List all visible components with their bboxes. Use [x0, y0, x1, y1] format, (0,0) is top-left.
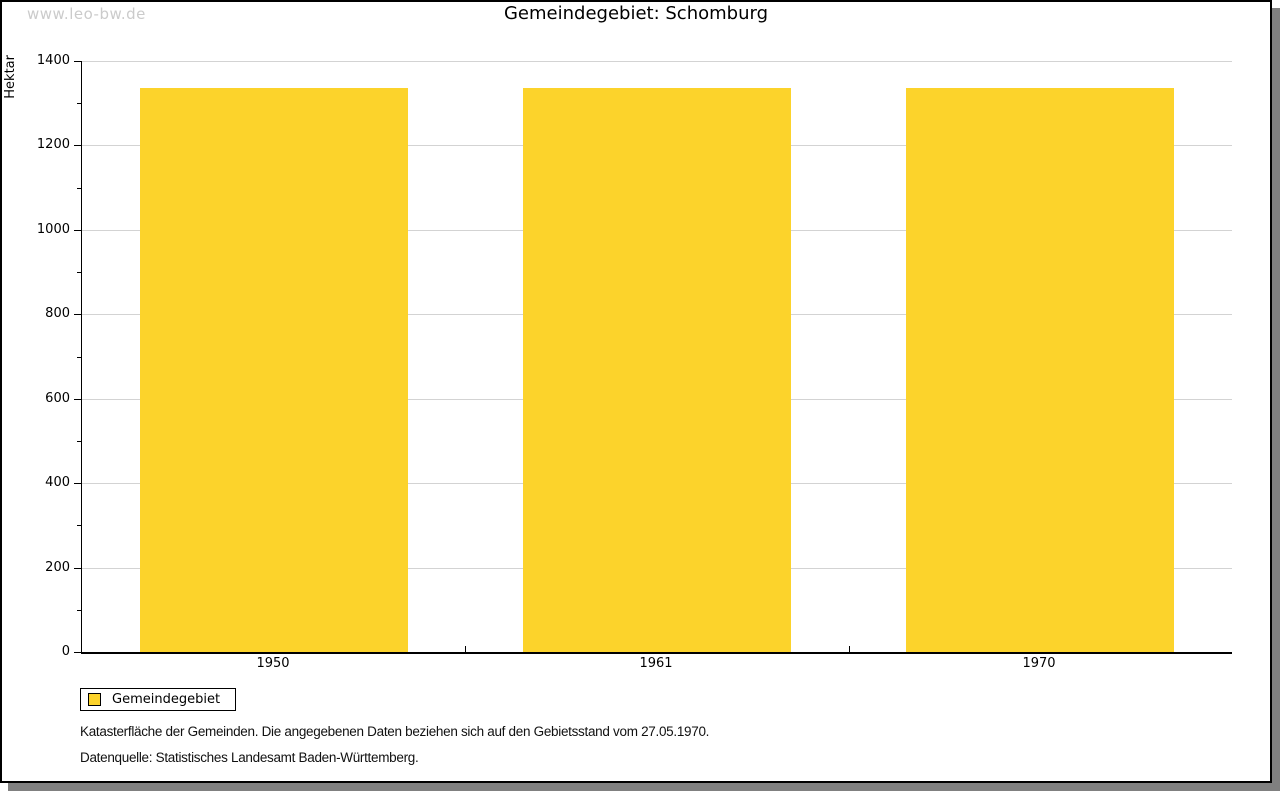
- chart-title: Gemeindegebiet: Schomburg: [503, 3, 768, 24]
- y-minor-tick-700: [77, 357, 81, 358]
- y-minor-tick-500: [77, 441, 81, 442]
- window-shadow-right: [1272, 8, 1280, 791]
- y-major-tick-800: [74, 314, 81, 315]
- gridline-1400: [82, 61, 1232, 62]
- y-minor-tick-100: [77, 610, 81, 611]
- bar-1970: [906, 88, 1174, 652]
- y-major-tick-400: [74, 483, 81, 484]
- footnote-line1: Katasterfläche der Gemeinden. Die angege…: [80, 724, 710, 739]
- legend-label: Gemeindegebiet: [112, 692, 221, 707]
- y-major-tick-600: [74, 399, 81, 400]
- legend: Gemeindegebiet: [80, 688, 237, 711]
- y-major-tick-1400: [74, 61, 81, 62]
- x-axis-label-1970: 1970: [1022, 656, 1056, 671]
- y-minor-tick-1300: [77, 103, 81, 104]
- y-major-tick-0: [74, 652, 81, 653]
- y-axis-title: Hektar: [3, 55, 18, 99]
- y-minor-tick-1100: [77, 188, 81, 189]
- y-axis-label-1000: 1000: [36, 222, 70, 237]
- legend-swatch: [88, 693, 101, 706]
- plot-area: [81, 61, 1232, 654]
- y-minor-tick-900: [77, 272, 81, 273]
- y-minor-tick-300: [77, 525, 81, 526]
- window-shadow-bottom: [8, 783, 1280, 791]
- y-major-tick-1000: [74, 230, 81, 231]
- x-axis-boundary-tick-1: [465, 646, 466, 652]
- y-major-tick-1200: [74, 145, 81, 146]
- y-axis-label-1200: 1200: [36, 137, 70, 152]
- y-axis-label-200: 200: [45, 560, 70, 575]
- x-axis-label-1961: 1961: [639, 656, 673, 671]
- footnote-line2: Datenquelle: Statistisches Landesamt Bad…: [80, 750, 419, 765]
- y-axis-label-600: 600: [45, 391, 70, 406]
- bar-1961: [523, 88, 791, 652]
- x-axis-boundary-tick-2: [849, 646, 850, 652]
- y-axis-label-1400: 1400: [36, 53, 70, 68]
- x-axis-label-1950: 1950: [256, 656, 290, 671]
- y-axis-label-400: 400: [45, 475, 70, 490]
- y-axis-label-800: 800: [45, 306, 70, 321]
- bar-1950: [140, 88, 408, 652]
- y-axis-label-0: 0: [61, 644, 70, 659]
- watermark: www.leo-bw.de: [27, 5, 146, 23]
- y-major-tick-200: [74, 568, 81, 569]
